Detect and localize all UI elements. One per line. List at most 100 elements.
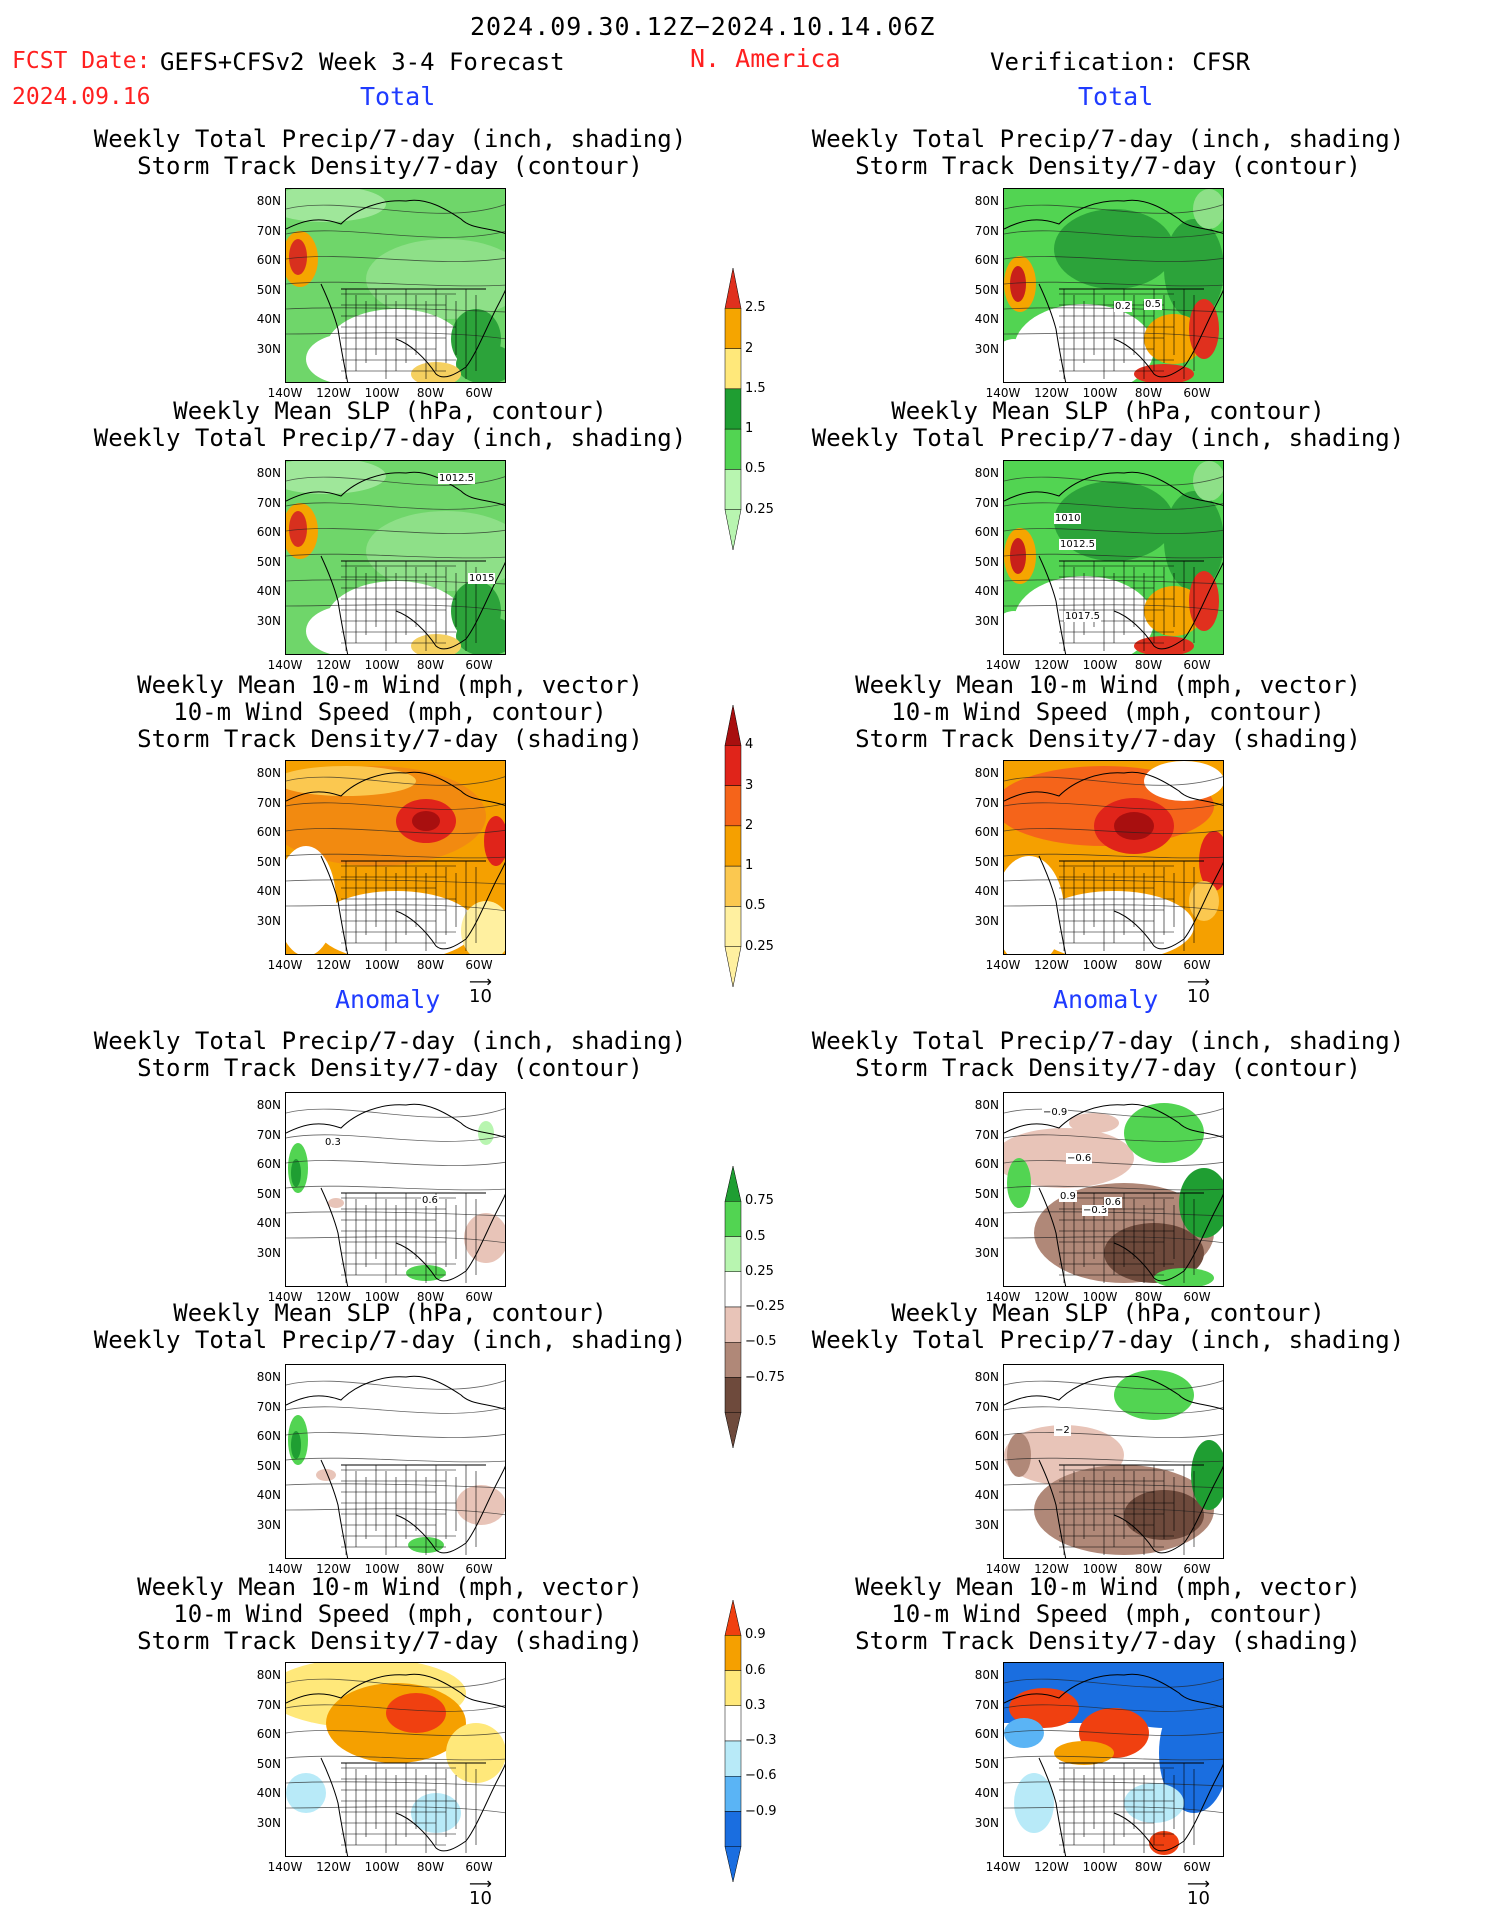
lat-label: 80N bbox=[256, 766, 281, 780]
lon-label: 80W bbox=[416, 958, 445, 972]
colorbar-storm_anom bbox=[723, 1599, 743, 1886]
lat-label: 70N bbox=[974, 795, 999, 810]
contour-label: 0.9 bbox=[1059, 1191, 1077, 1202]
lat-label: 80N bbox=[974, 1370, 999, 1384]
colorbar-precip_anom bbox=[723, 1165, 743, 1452]
map-p2-left: 1012.5 1015 bbox=[285, 460, 506, 655]
section-anomaly-right: Anomaly bbox=[1053, 985, 1159, 1014]
vector-ref-label: 10 bbox=[469, 1888, 492, 1909]
lon-label: 60W bbox=[1183, 958, 1211, 972]
title-line: Weekly Mean SLP (hPa, contour) bbox=[891, 397, 1325, 425]
contour-label: 1017.5 bbox=[1064, 611, 1101, 622]
map-field bbox=[1004, 1093, 1223, 1286]
colorbar-label: 0.6 bbox=[745, 1662, 766, 1678]
lon-label: 100W bbox=[364, 386, 400, 400]
lat-label: 40N bbox=[256, 1488, 281, 1502]
lat-label: 30N bbox=[974, 913, 999, 928]
map-a1-left: 0.3 0.6 bbox=[285, 1092, 506, 1287]
title-a1-right: Weekly Total Precip/7-day (inch, shading… bbox=[738, 1028, 1478, 1082]
lat-label: 60N bbox=[974, 1727, 999, 1741]
title-line: Weekly Mean 10-m Wind (mph, vector) bbox=[855, 671, 1361, 699]
lat-label: 60N bbox=[974, 253, 999, 267]
section-total-right: Total bbox=[1078, 82, 1154, 111]
contour-label: 0.3 bbox=[324, 1137, 342, 1148]
lon-label: 120W bbox=[1034, 658, 1069, 672]
lon-label: 80W bbox=[416, 658, 445, 672]
lat-label: 60N bbox=[256, 1727, 281, 1741]
lat-label: 80N bbox=[256, 194, 281, 208]
lon-label: 140W bbox=[985, 1290, 1021, 1304]
lon-label: 120W bbox=[1034, 1562, 1069, 1576]
title-line: Weekly Mean SLP (hPa, contour) bbox=[173, 397, 607, 425]
lon-label: 100W bbox=[1082, 658, 1118, 672]
contour-label: 1010 bbox=[1054, 513, 1082, 524]
title-a3-left: Weekly Mean 10-m Wind (mph, vector) 10-m… bbox=[20, 1574, 760, 1655]
lat-label: 60N bbox=[256, 1429, 281, 1443]
verification-label: Verification: CFSR bbox=[990, 48, 1251, 76]
vector-ref-p3-right: ⟶ 10 bbox=[1187, 972, 1210, 1008]
lon-label: 100W bbox=[1082, 386, 1118, 400]
vector-ref-a3-right: ⟶ 10 bbox=[1187, 1874, 1210, 1910]
colorbar-label: 3 bbox=[745, 777, 754, 793]
lat-label: 70N bbox=[256, 1697, 281, 1712]
contour-label: 0.5 bbox=[1144, 299, 1162, 310]
lon-label: 140W bbox=[985, 958, 1021, 972]
title-line: Storm Track Density/7-day (shading) bbox=[137, 725, 643, 753]
lat-label: 70N bbox=[256, 1399, 281, 1414]
fcst-date: 2024.09.16 bbox=[12, 84, 151, 110]
lon-label: 120W bbox=[316, 1562, 351, 1576]
colorbar-precip_total bbox=[723, 267, 743, 554]
lat-label: 40N bbox=[256, 584, 281, 598]
lat-label: 50N bbox=[974, 1756, 999, 1771]
lon-label: 80W bbox=[416, 1562, 445, 1576]
lon-label: 140W bbox=[267, 1290, 303, 1304]
lon-label: 60W bbox=[465, 1290, 493, 1304]
title-a3-right: Weekly Mean 10-m Wind (mph, vector) 10-m… bbox=[738, 1574, 1478, 1655]
map-a3-left bbox=[285, 1662, 506, 1857]
title-line: Weekly Mean SLP (hPa, contour) bbox=[891, 1299, 1325, 1327]
lat-label: 50N bbox=[974, 554, 999, 569]
lon-label: 80W bbox=[416, 1860, 445, 1874]
lat-label: 70N bbox=[974, 495, 999, 510]
lon-label: 140W bbox=[985, 1860, 1021, 1874]
lon-label: 80W bbox=[1134, 658, 1163, 672]
lon-label: 120W bbox=[316, 1290, 351, 1304]
colorbar-storm_total bbox=[723, 704, 743, 991]
title-line: Weekly Mean 10-m Wind (mph, vector) bbox=[137, 671, 643, 699]
lon-label: 80W bbox=[416, 1290, 445, 1304]
lat-label: 80N bbox=[256, 1098, 281, 1112]
title-line: Storm Track Density/7-day (shading) bbox=[855, 725, 1361, 753]
lon-label: 100W bbox=[364, 1860, 400, 1874]
lat-label: 30N bbox=[974, 341, 999, 356]
colorbar-label: 0.5 bbox=[745, 461, 766, 477]
colorbar-scale bbox=[724, 1599, 742, 1883]
vector-ref-a3-left: ⟶ 10 bbox=[469, 1874, 492, 1910]
lat-label: 70N bbox=[974, 223, 999, 238]
lat-label: 50N bbox=[974, 1458, 999, 1473]
lon-label: 60W bbox=[465, 1860, 493, 1874]
colorbar-label: 0.5 bbox=[745, 898, 766, 914]
date-range: 2024.09.30.12Z−2024.10.14.06Z bbox=[470, 12, 936, 41]
region-label: N. America bbox=[690, 44, 841, 73]
section-anomaly-left: Anomaly bbox=[335, 985, 441, 1014]
contour-label: −2 bbox=[1054, 1425, 1071, 1436]
lat-label: 70N bbox=[256, 1127, 281, 1142]
map-a1-right: −0.9 −0.6 0.9 −0.3 0.6 bbox=[1003, 1092, 1224, 1287]
lat-label: 40N bbox=[256, 1216, 281, 1230]
map-p3-left bbox=[285, 760, 506, 955]
contour-label: 0.2 bbox=[1114, 301, 1132, 312]
vector-ref-label: 10 bbox=[1187, 1888, 1210, 1909]
lon-label: 140W bbox=[985, 1562, 1021, 1576]
contour-label: −0.6 bbox=[1066, 1153, 1093, 1164]
lon-label: 120W bbox=[1034, 1860, 1069, 1874]
lon-label: 100W bbox=[364, 658, 400, 672]
lat-label: 30N bbox=[256, 1517, 281, 1532]
lon-label: 60W bbox=[1183, 1562, 1211, 1576]
map-p2-right: 1010 1012.5 1017.5 bbox=[1003, 460, 1224, 655]
lat-label: 60N bbox=[974, 525, 999, 539]
lon-label: 80W bbox=[1134, 1290, 1163, 1304]
map-a2-left bbox=[285, 1364, 506, 1559]
lat-label: 40N bbox=[974, 584, 999, 598]
lon-label: 140W bbox=[267, 1860, 303, 1874]
lon-label: 120W bbox=[316, 1860, 351, 1874]
